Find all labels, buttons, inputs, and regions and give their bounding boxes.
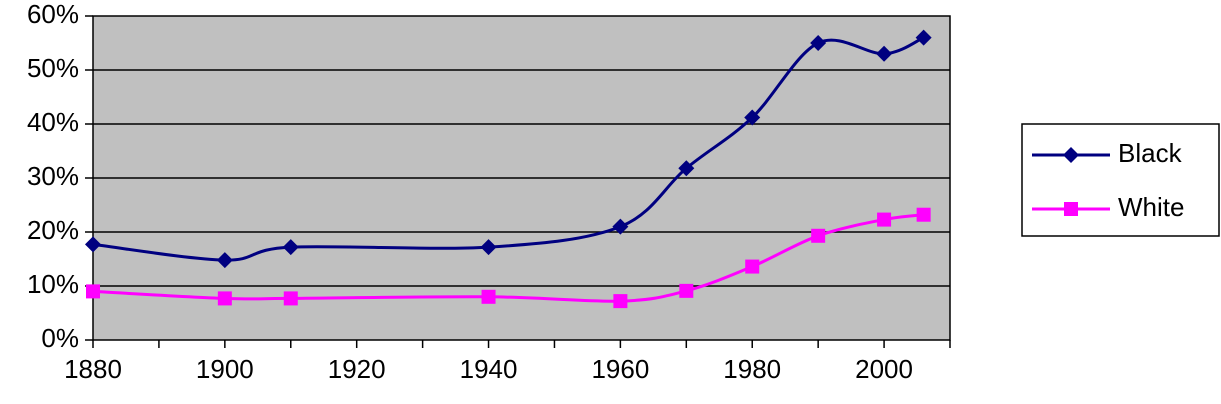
- y-tick-label: 30%: [27, 161, 79, 191]
- x-tick-label: 1980: [723, 354, 781, 384]
- data-point-black: [678, 160, 695, 177]
- y-tick-label: 50%: [27, 53, 79, 83]
- x-tick-label: 1900: [196, 354, 254, 384]
- data-point-white: [613, 294, 628, 309]
- data-point-black: [480, 239, 497, 256]
- y-tick-label: 20%: [27, 215, 79, 245]
- data-point-white: [217, 291, 232, 306]
- legend-marker-black: [1063, 147, 1079, 163]
- data-point-white: [86, 284, 100, 299]
- data-point-black: [612, 218, 629, 235]
- y-axis: 0% 10% 20% 30% 40% 50% 60%: [27, 0, 93, 353]
- legend: Black White: [1021, 123, 1220, 237]
- gridlines: [93, 69, 950, 287]
- data-point-black: [744, 109, 761, 126]
- data-point-black: [915, 29, 932, 46]
- data-point-white: [877, 212, 892, 227]
- x-tick-label: 1920: [328, 354, 386, 384]
- x-tick-label: 2000: [855, 354, 913, 384]
- y-tick-label: 0%: [41, 323, 79, 353]
- x-tick-label: 1880: [64, 354, 122, 384]
- legend-label-white: White: [1118, 192, 1184, 222]
- data-point-black: [810, 35, 827, 51]
- data-point-white: [745, 259, 760, 274]
- data-point-black: [876, 45, 893, 62]
- x-tick-label: 1940: [460, 354, 518, 384]
- data-point-white: [679, 283, 694, 298]
- y-tick-label: 40%: [27, 107, 79, 137]
- data-point-white: [481, 289, 496, 304]
- x-axis: 1880 1900 1920 1940 1960 1980 2000: [64, 340, 951, 384]
- data-point-black: [216, 252, 233, 269]
- series-group: [85, 29, 932, 309]
- y-tick-label: 10%: [27, 269, 79, 299]
- y-tick-label: 60%: [27, 0, 79, 29]
- legend-label-black: Black: [1118, 138, 1183, 168]
- x-tick-label: 1960: [591, 354, 649, 384]
- data-point-black: [282, 239, 299, 256]
- data-point-white: [811, 228, 826, 243]
- legend-marker-white: [1064, 202, 1078, 216]
- data-point-white: [916, 207, 931, 222]
- data-point-black: [85, 236, 101, 253]
- data-point-white: [283, 291, 298, 306]
- legend-box: [1021, 123, 1220, 237]
